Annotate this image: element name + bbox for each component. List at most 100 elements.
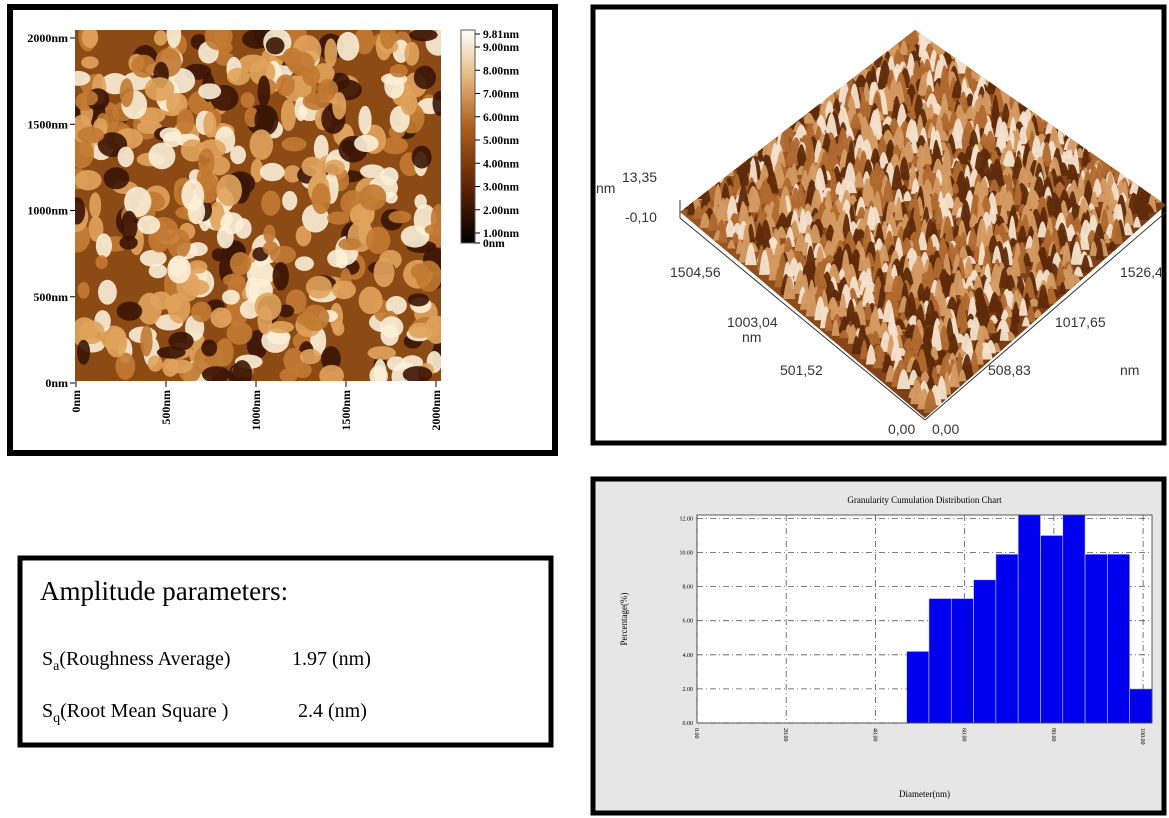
grain <box>327 211 350 225</box>
x-tick-label: 2000nm <box>429 390 443 431</box>
peak <box>808 224 822 244</box>
peak <box>794 232 808 252</box>
peak <box>850 311 861 328</box>
peak <box>891 164 903 190</box>
grain <box>222 289 240 305</box>
subscript: q <box>53 711 60 726</box>
grain <box>276 74 295 97</box>
peak <box>758 249 771 275</box>
peak <box>748 194 759 213</box>
peak <box>903 296 913 318</box>
y-tick-label: 0.00 <box>683 721 694 727</box>
grain <box>198 83 222 100</box>
peak <box>968 130 979 148</box>
peak <box>1063 264 1076 290</box>
peak <box>1124 207 1134 226</box>
grain <box>159 127 182 142</box>
peak <box>1018 298 1028 316</box>
grain <box>167 255 191 284</box>
grain <box>148 142 176 170</box>
peak <box>789 187 802 210</box>
peak <box>744 243 757 266</box>
peak <box>742 224 751 249</box>
peak <box>959 199 972 224</box>
grain <box>360 164 385 179</box>
grain <box>262 241 279 256</box>
peak <box>1007 215 1017 241</box>
peak <box>872 358 884 369</box>
grain <box>75 170 102 191</box>
peak <box>783 275 796 300</box>
grain <box>140 325 153 357</box>
peak <box>991 245 1002 264</box>
peak <box>894 196 904 221</box>
peak <box>778 127 791 153</box>
grain <box>226 67 250 86</box>
axis-label-3d: 1526,4 <box>1120 264 1163 280</box>
colorbar-label: 8.00nm <box>483 65 520 77</box>
grain <box>81 30 99 48</box>
peak <box>831 319 840 336</box>
peak <box>1137 196 1150 221</box>
peak <box>986 162 998 181</box>
grain <box>319 364 344 381</box>
peak <box>1040 141 1053 167</box>
peak <box>935 206 944 230</box>
peak <box>731 232 740 244</box>
peak <box>873 249 882 272</box>
grain <box>311 183 331 215</box>
grain <box>81 56 99 69</box>
grain <box>103 167 130 190</box>
grain <box>164 295 182 313</box>
grain <box>119 78 134 108</box>
grain <box>168 331 194 351</box>
peak <box>985 319 997 334</box>
peak <box>900 267 914 285</box>
grain <box>137 215 161 235</box>
amplitude-rows: Sa(Roughness Average) 1.97 (nm) Sq(Root Me… <box>42 648 371 726</box>
grain <box>181 179 205 212</box>
grain <box>272 261 289 291</box>
peak <box>854 74 868 87</box>
peak <box>942 171 954 196</box>
x-tick-label: 1000nm <box>249 390 263 431</box>
peak <box>923 389 938 413</box>
peak <box>1045 286 1058 304</box>
grain <box>201 339 218 357</box>
axis-label-3d: 13,35 <box>622 169 657 185</box>
peak <box>1064 212 1076 230</box>
grain <box>261 190 281 216</box>
peak <box>875 127 884 140</box>
y-tick-label: 1000nm <box>27 204 68 218</box>
grain <box>95 255 108 270</box>
amplitude-title: Amplitude parameters: <box>40 576 288 606</box>
peak <box>876 78 887 90</box>
peak <box>938 356 953 377</box>
peak <box>865 344 877 365</box>
peak <box>851 335 861 355</box>
peak <box>1095 240 1104 260</box>
axis-label-3d: 0,00 <box>888 421 915 437</box>
grain <box>75 197 86 225</box>
bar <box>995 553 1019 724</box>
peak <box>803 203 813 214</box>
peak <box>1058 281 1067 295</box>
colorbar-label: 9.81nm <box>483 29 520 41</box>
grain <box>305 275 332 299</box>
peak <box>908 106 917 123</box>
parameter-name: (Roughness Average) <box>59 648 230 670</box>
peak <box>967 296 978 320</box>
plot-frame <box>696 514 1153 724</box>
grain <box>415 260 441 292</box>
peak <box>1030 135 1043 158</box>
x-axis <box>924 211 1167 421</box>
grain <box>324 38 338 68</box>
bar <box>973 579 997 724</box>
peak <box>988 179 1001 196</box>
peak <box>815 245 825 263</box>
peak <box>869 314 882 335</box>
grain <box>354 134 379 153</box>
peak <box>862 302 873 320</box>
peak <box>882 179 895 205</box>
